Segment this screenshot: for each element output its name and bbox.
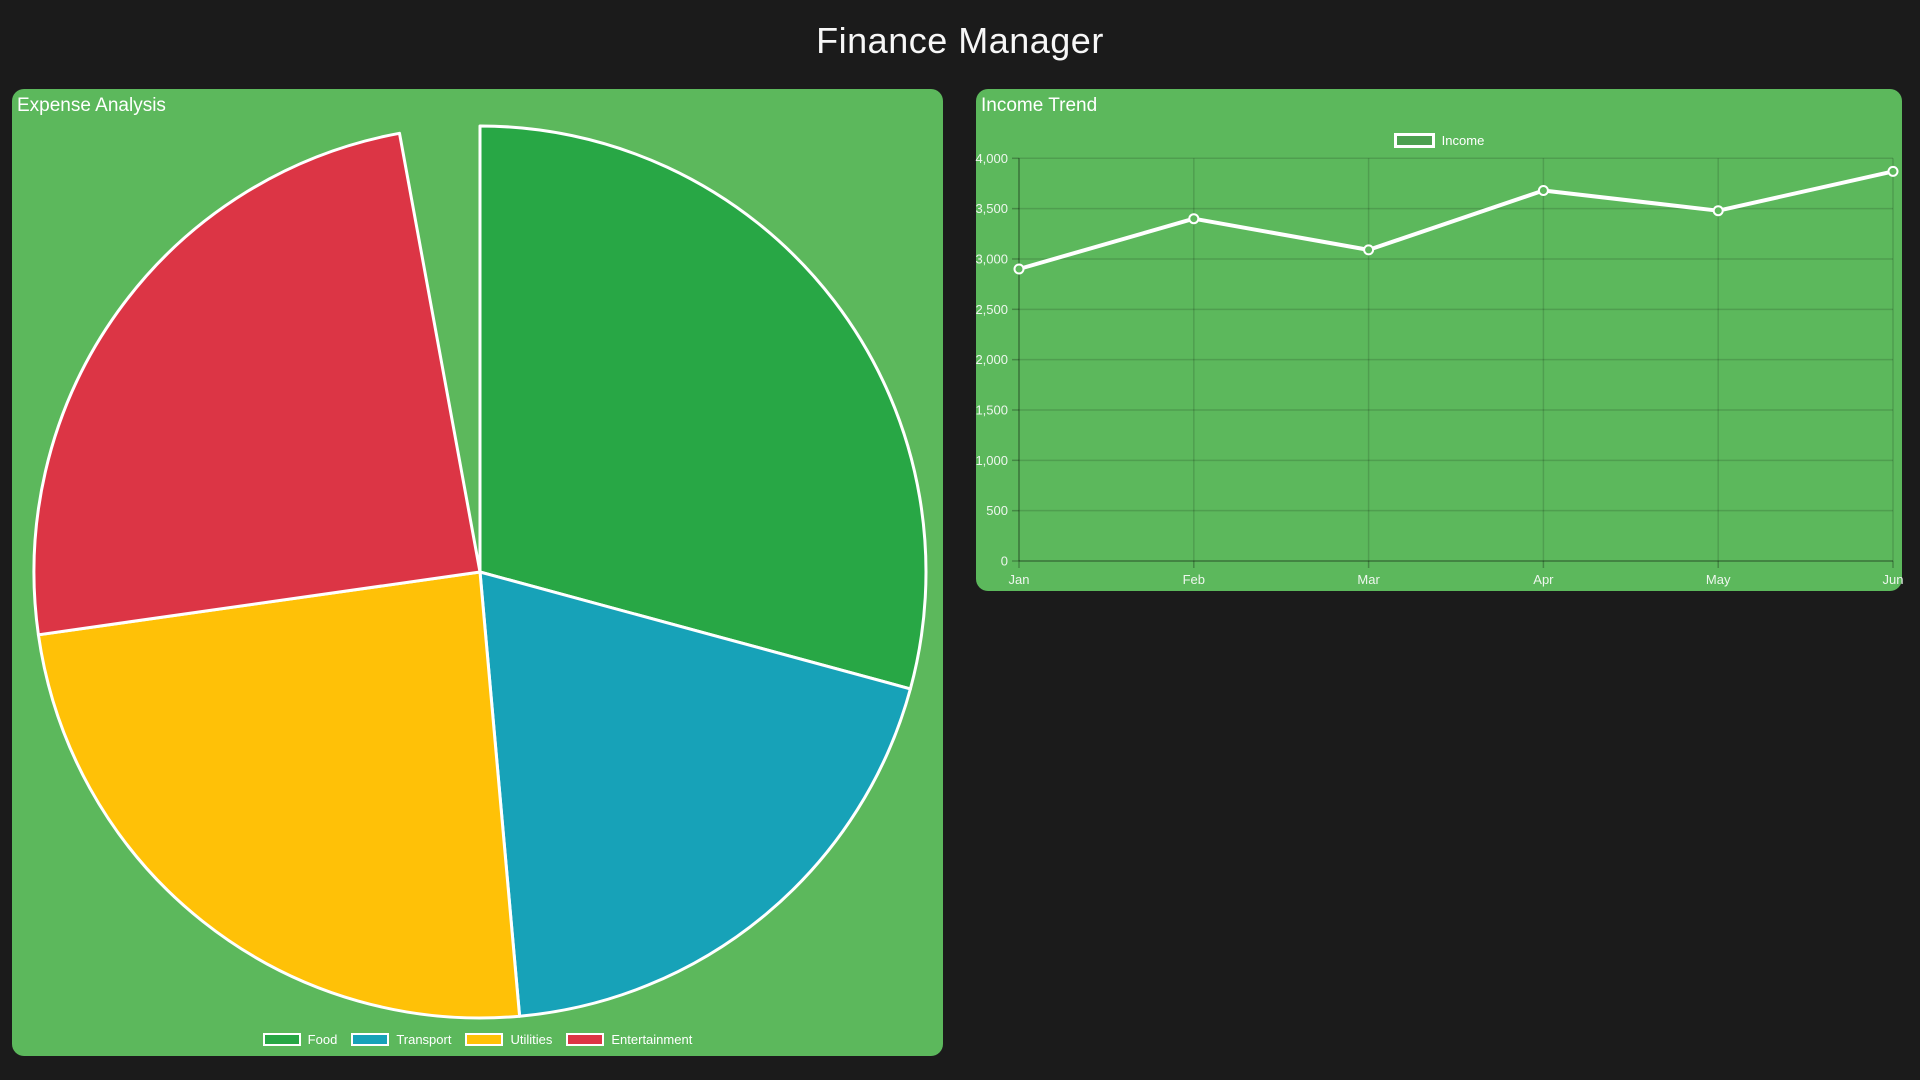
income-legend: Income: [976, 133, 1902, 148]
y-tick-label: 3,500: [975, 201, 1008, 216]
legend-item-food[interactable]: Food: [262, 1032, 338, 1047]
x-tick-label: May: [1706, 572, 1731, 587]
x-tick-label: Jan: [1009, 572, 1030, 587]
legend-item-income[interactable]: Income: [1393, 133, 1485, 148]
pie-slice-utilities[interactable]: [36, 570, 522, 1020]
pie-slice-entertainment[interactable]: [32, 131, 482, 637]
y-tick-label: 1,000: [975, 453, 1008, 468]
income-trend-panel: Income Trend Income 0 500 1,000 1,500 2,000 2…: [975, 89, 1904, 591]
legend-label: Utilities: [510, 1032, 553, 1047]
income-line-chart: 0 500 1,000 1,500 2,000 2,500 3,000 3,500 4,000 J…: [975, 151, 1904, 587]
pie-slice-food[interactable]: [478, 124, 928, 691]
y-tick-label: 4,000: [975, 151, 1008, 166]
y-tick-label: 500: [986, 503, 1008, 518]
legend-label: Income: [1441, 133, 1485, 148]
data-point-jan[interactable]: [1013, 263, 1025, 275]
data-point-may[interactable]: [1712, 205, 1724, 217]
legend-item-entertainment[interactable]: Entertainment: [566, 1032, 692, 1047]
x-tick-label: Jun: [1883, 572, 1904, 587]
expense-pie-chart: [32, 124, 928, 1020]
entertainment-swatch-icon: [566, 1033, 605, 1046]
expense-pie-legend: Food Transport Utilities Entertainment: [12, 1032, 943, 1047]
income-panel-title: Income Trend: [981, 95, 1098, 116]
expense-panel-title: Expense Analysis: [17, 95, 166, 116]
utilities-swatch-icon: [465, 1033, 504, 1046]
expense-analysis-panel: Expense Analysis Food Transport Utilities E…: [12, 89, 943, 1056]
x-tick-label: Apr: [1533, 572, 1554, 587]
legend-label: Entertainment: [611, 1032, 693, 1047]
y-tick-label: 0: [1001, 554, 1008, 569]
pie-slice-transport[interactable]: [478, 570, 912, 1018]
legend-item-transport[interactable]: Transport: [351, 1032, 451, 1047]
data-point-mar[interactable]: [1363, 244, 1375, 256]
legend-item-utilities[interactable]: Utilities: [465, 1032, 552, 1047]
x-tick-label: Mar: [1357, 572, 1380, 587]
data-point-apr[interactable]: [1537, 185, 1549, 196]
food-swatch-icon: [262, 1033, 301, 1046]
x-tick-label: Feb: [1183, 572, 1205, 587]
y-tick-label: 1,500: [975, 402, 1008, 417]
income-swatch-icon: [1393, 133, 1435, 148]
y-tick-label: 2,000: [975, 352, 1008, 367]
data-point-jun[interactable]: [1887, 165, 1899, 177]
page-title: Finance Manager: [816, 20, 1104, 61]
transport-swatch-icon: [351, 1033, 390, 1046]
y-tick-label: 3,000: [975, 251, 1008, 266]
legend-label: Transport: [396, 1032, 452, 1047]
data-point-feb[interactable]: [1188, 213, 1200, 225]
y-tick-label: 2,500: [975, 302, 1008, 317]
legend-label: Food: [307, 1032, 338, 1047]
income-series-line: [1017, 169, 1895, 271]
